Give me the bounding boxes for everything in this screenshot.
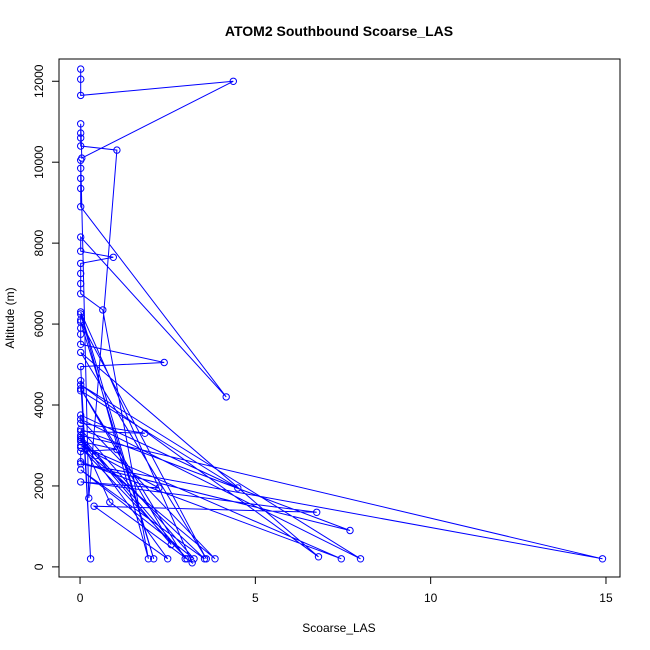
data-point bbox=[314, 553, 323, 561]
data-point bbox=[234, 484, 242, 492]
data-point bbox=[202, 555, 211, 563]
data-point bbox=[77, 142, 85, 150]
chart-title: ATOM2 Southbound Scoarse_LAS bbox=[225, 23, 453, 39]
data-point bbox=[77, 65, 85, 73]
y-tick-label: 6000 bbox=[32, 310, 46, 337]
data-point bbox=[77, 435, 85, 444]
data-point bbox=[190, 555, 198, 563]
data-point bbox=[113, 445, 121, 454]
data-point bbox=[77, 91, 85, 100]
y-axis: 0 2000 4000 6000 8000 10000 12000 bbox=[32, 64, 59, 570]
y-tick-label: 12000 bbox=[32, 64, 46, 98]
data-point bbox=[77, 134, 85, 142]
data-point bbox=[77, 443, 85, 452]
data-point bbox=[77, 233, 85, 241]
y-tick-label: 10000 bbox=[32, 145, 46, 179]
data-point bbox=[77, 318, 85, 326]
data-point bbox=[77, 348, 85, 357]
data-point bbox=[77, 203, 85, 211]
data-point bbox=[106, 498, 114, 506]
data-point bbox=[77, 184, 85, 193]
x-tick-label: 10 bbox=[424, 591, 438, 605]
plot-frame bbox=[58, 58, 621, 578]
x-axis-label: Scoarse_LAS bbox=[302, 621, 375, 635]
data-point bbox=[160, 358, 168, 367]
data-point bbox=[77, 460, 85, 468]
data-point bbox=[99, 306, 107, 314]
x-tick-label: 15 bbox=[599, 591, 613, 605]
x-axis: 0 5 10 15 bbox=[77, 577, 613, 605]
x-tick-label: 5 bbox=[252, 591, 259, 605]
data-point bbox=[77, 458, 85, 466]
data-point bbox=[77, 362, 85, 371]
data-point bbox=[211, 555, 219, 563]
data-point bbox=[337, 555, 345, 563]
data-point bbox=[346, 526, 354, 535]
data-point bbox=[77, 431, 85, 440]
data-point bbox=[85, 494, 93, 502]
data-point bbox=[77, 174, 85, 183]
data-point bbox=[77, 478, 85, 486]
data-point bbox=[77, 330, 85, 338]
data-point bbox=[167, 540, 175, 549]
data-point bbox=[181, 555, 189, 563]
data-point bbox=[77, 156, 85, 164]
data-point bbox=[77, 75, 85, 83]
x-tick-label: 0 bbox=[77, 591, 84, 605]
y-tick-label: 4000 bbox=[32, 391, 46, 418]
data-point bbox=[222, 393, 230, 401]
data-point bbox=[313, 508, 321, 516]
data-point bbox=[77, 247, 85, 255]
data-point bbox=[77, 415, 85, 423]
data-point bbox=[92, 451, 100, 460]
y-tick-label: 2000 bbox=[32, 472, 46, 499]
data-point bbox=[144, 555, 153, 563]
data-point bbox=[77, 120, 85, 128]
data-point bbox=[77, 279, 85, 288]
data-point bbox=[150, 555, 158, 563]
data-point bbox=[77, 308, 85, 316]
data-point bbox=[77, 164, 85, 173]
data-point bbox=[188, 559, 196, 567]
data-point bbox=[229, 77, 238, 86]
data-point bbox=[77, 129, 85, 137]
data-point bbox=[109, 253, 118, 261]
data-point bbox=[77, 259, 85, 268]
y-tick-label: 0 bbox=[32, 563, 46, 570]
data-point bbox=[155, 484, 163, 492]
data-point bbox=[113, 146, 121, 154]
data-point bbox=[77, 269, 85, 278]
data-point bbox=[356, 555, 365, 563]
series-line bbox=[79, 69, 603, 565]
y-axis-label: Altitude (m) bbox=[3, 287, 17, 348]
data-point bbox=[77, 385, 85, 393]
data-point bbox=[77, 340, 85, 348]
series-layer bbox=[77, 65, 607, 567]
data-point bbox=[77, 316, 85, 324]
data-point bbox=[77, 381, 85, 389]
data-point bbox=[77, 411, 85, 419]
data-point bbox=[90, 502, 98, 510]
data-point bbox=[141, 429, 149, 437]
data-point bbox=[77, 290, 85, 298]
data-point bbox=[164, 555, 172, 563]
data-point bbox=[86, 555, 95, 563]
data-point bbox=[77, 433, 85, 442]
data-point bbox=[598, 555, 607, 563]
data-point bbox=[77, 377, 85, 385]
y-tick-label: 8000 bbox=[32, 229, 46, 256]
